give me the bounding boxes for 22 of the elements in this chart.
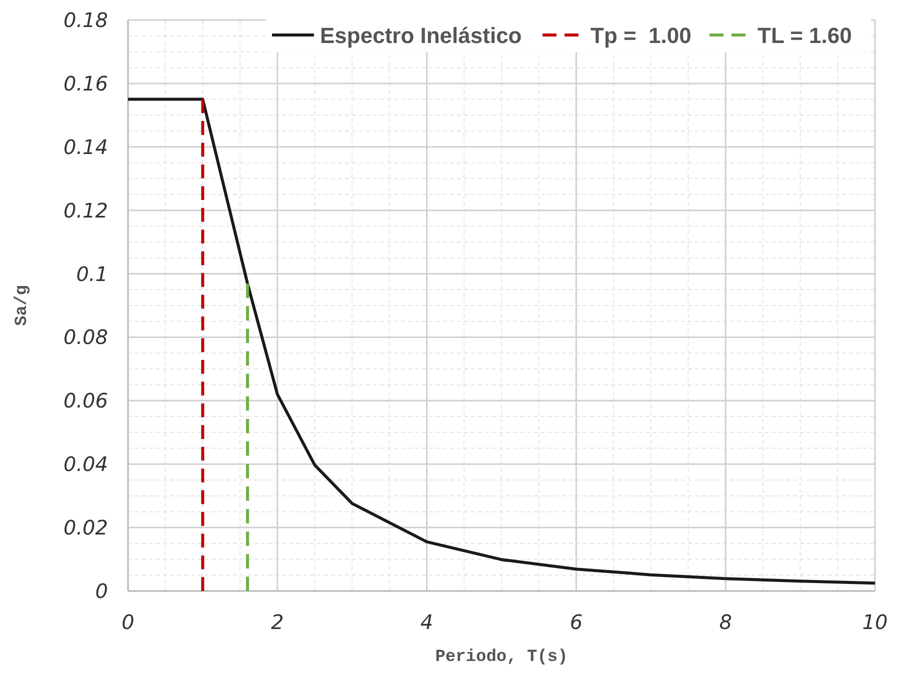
y-tick-label: 0.14 [63, 134, 108, 159]
y-tick-label: 0.02 [63, 516, 108, 540]
x-tick-label: 6 [570, 610, 583, 634]
x-tick-label: 0 [122, 610, 134, 634]
y-axis-title: Sa/g [13, 285, 32, 326]
y-tick-label: 0.06 [63, 388, 108, 413]
x-axis-title: Periodo, T(s) [435, 648, 568, 667]
y-tick-label: 0.12 [63, 198, 108, 222]
legend-label: TL = 1.60 [758, 23, 852, 48]
y-tick-label: 0 [95, 579, 108, 603]
x-tick-label: 4 [420, 610, 434, 634]
x-tick-label: 8 [719, 610, 732, 634]
y-tick-label: 0.18 [63, 8, 108, 32]
y-tick-label: 0.08 [63, 325, 108, 350]
x-tick-label: 10 [862, 610, 888, 634]
legend-label: Espectro Inelástico [320, 23, 522, 48]
legend-label: Tp = 1.00 [590, 23, 692, 48]
x-tick-label: 2 [271, 610, 284, 634]
y-tick-label: 0.1 [76, 262, 108, 286]
y-tick-label: 0.16 [63, 71, 108, 96]
line-series [126, 98, 876, 585]
y-tick-label: 0.04 [63, 452, 108, 476]
